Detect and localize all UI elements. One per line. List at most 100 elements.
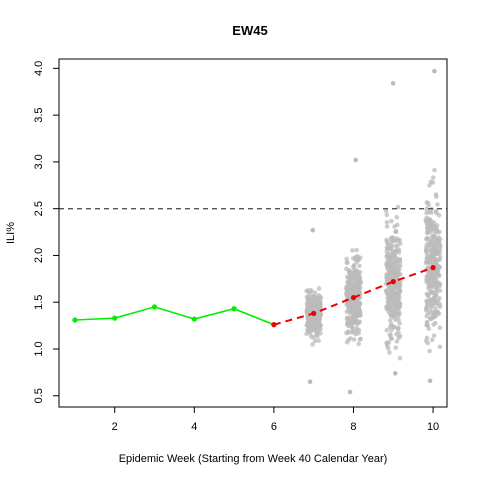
simulation-point	[387, 324, 393, 330]
simulation-point	[314, 297, 319, 303]
simulation-point	[393, 243, 398, 249]
y-axis-title: ILI%	[5, 222, 17, 244]
simulation-point	[355, 277, 361, 282]
simulation-point	[348, 318, 354, 324]
simulation-point	[433, 192, 439, 197]
simulation-point	[350, 306, 356, 311]
simulation-point	[357, 301, 363, 306]
observed-point	[72, 317, 78, 323]
simulation-point	[357, 269, 363, 275]
observed-point	[191, 316, 197, 322]
forecast-point	[271, 322, 277, 328]
simulation-point	[385, 346, 391, 351]
y-tick-label: 1.5	[33, 295, 45, 310]
simulation-point	[393, 284, 399, 289]
simulation-point	[393, 313, 398, 319]
simulation-point	[394, 236, 400, 241]
simulation-point	[437, 264, 443, 270]
simulation-point	[429, 337, 435, 343]
simulation-point	[426, 202, 431, 208]
simulation-point	[388, 332, 393, 338]
simulation-point	[357, 263, 362, 269]
simulation-point	[394, 303, 400, 309]
x-tick-label: 4	[191, 421, 197, 433]
simulation-point	[383, 208, 389, 214]
simulation-point	[311, 334, 316, 340]
simulation-point	[353, 157, 359, 163]
simulation-point	[310, 297, 316, 302]
y-tick-label: 1.0	[33, 341, 45, 356]
simulation-point	[428, 307, 433, 313]
simulation-point	[423, 307, 429, 313]
simulation-point	[385, 276, 391, 282]
simulation-point	[435, 202, 440, 207]
x-tick-label: 6	[271, 421, 277, 433]
simulation-point	[397, 356, 403, 361]
simulation-point	[350, 248, 355, 253]
observed-point	[112, 315, 118, 321]
simulation-point	[424, 276, 430, 282]
simulation-point	[311, 327, 316, 333]
simulation-point	[389, 267, 394, 273]
simulation-point	[397, 333, 403, 339]
simulation-point	[432, 167, 437, 173]
simulation-point	[310, 342, 315, 347]
simulation-point	[424, 249, 429, 255]
simulation-point	[387, 295, 392, 301]
x-tick-label: 2	[112, 421, 118, 433]
simulation-point	[304, 294, 310, 300]
simulation-point	[390, 81, 396, 86]
plot-area-border	[58, 58, 448, 408]
observed-point	[151, 304, 158, 310]
simulation-point	[427, 183, 432, 188]
simulation-point	[347, 279, 353, 285]
simulation-point	[385, 246, 391, 252]
simulation-point	[312, 338, 318, 344]
simulation-point	[358, 336, 363, 342]
simulation-point	[384, 304, 389, 310]
simulation-point	[384, 212, 390, 218]
simulation-point	[428, 290, 434, 296]
simulation-point	[386, 289, 392, 294]
simulation-point	[433, 247, 438, 252]
simulation-point	[424, 291, 430, 297]
simulation-point	[424, 320, 430, 325]
simulation-point	[354, 247, 359, 253]
simulation-point	[387, 350, 392, 355]
simulation-point	[305, 316, 311, 322]
simulation-point	[394, 331, 399, 337]
simulation-point	[390, 249, 396, 255]
simulation-point	[397, 288, 403, 294]
simulation-point	[429, 210, 434, 215]
simulation-point	[427, 348, 432, 354]
simulation-point	[313, 303, 319, 309]
simulation-point	[348, 288, 354, 294]
simulation-point	[385, 253, 390, 258]
simulation-point	[344, 330, 349, 336]
simulation-point	[353, 305, 359, 310]
simulation-point	[427, 378, 433, 384]
simulation-point	[353, 316, 359, 321]
simulation-point	[356, 282, 362, 288]
x-tick-label: 10	[427, 421, 439, 433]
simulation-point	[345, 295, 350, 301]
simulation-point	[428, 222, 433, 227]
simulation-point	[397, 257, 403, 263]
simulation-point	[356, 341, 362, 347]
simulation-point	[396, 325, 401, 331]
observed-series-line	[74, 306, 275, 326]
chart-title: EW45	[232, 23, 267, 38]
simulation-point	[307, 326, 313, 332]
simulation-point	[352, 282, 358, 288]
simulation-point	[435, 271, 440, 277]
simulation-point	[437, 325, 443, 331]
simulation-point	[430, 257, 436, 262]
simulation-point	[428, 316, 433, 321]
simulation-point	[345, 323, 351, 329]
simulation-point	[389, 299, 394, 304]
x-axis: 2 4 6 8 10	[112, 407, 439, 433]
simulation-point	[432, 243, 437, 248]
simulation-point	[394, 214, 400, 220]
simulation-point	[387, 318, 393, 323]
simulation-point	[311, 320, 317, 326]
